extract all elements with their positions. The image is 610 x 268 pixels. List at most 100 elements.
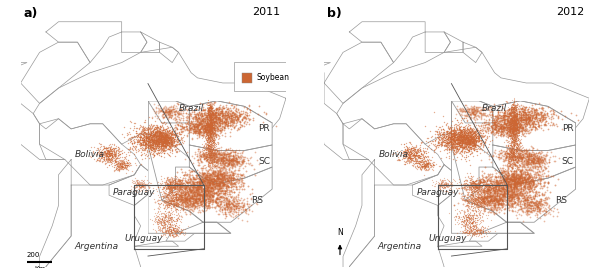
Point [509, 169, 519, 173]
Point [209, 129, 218, 133]
Point [483, 144, 493, 149]
Point [158, 221, 168, 225]
Point [160, 138, 170, 142]
Point [152, 214, 162, 218]
Point [162, 135, 172, 139]
Point [468, 180, 478, 184]
Point [160, 209, 170, 213]
Point [205, 161, 215, 165]
Point [456, 152, 465, 156]
Point [207, 151, 217, 155]
Point [469, 148, 479, 152]
Point [207, 129, 217, 134]
Point [127, 139, 137, 143]
Point [450, 139, 459, 143]
Point [472, 201, 482, 205]
Point [148, 139, 158, 144]
Point [160, 218, 170, 222]
Point [405, 154, 415, 159]
Point [409, 146, 418, 150]
Point [509, 119, 519, 123]
Point [420, 156, 429, 161]
Point [412, 161, 422, 166]
Point [436, 183, 445, 187]
Point [465, 137, 475, 141]
Point [157, 137, 167, 141]
Point [412, 151, 422, 156]
Point [145, 134, 154, 138]
Point [173, 140, 183, 144]
Point [174, 183, 184, 187]
Point [203, 160, 213, 164]
Point [468, 137, 478, 141]
Point [207, 103, 217, 107]
Point [411, 150, 421, 154]
Point [395, 149, 404, 153]
Point [479, 133, 489, 138]
Point [98, 147, 108, 151]
Point [154, 131, 163, 136]
Point [406, 156, 415, 160]
Point [465, 216, 475, 221]
Point [172, 218, 182, 223]
Point [448, 138, 458, 143]
Point [203, 142, 213, 146]
Point [423, 144, 433, 148]
Point [151, 130, 160, 134]
Point [134, 133, 143, 137]
Point [520, 147, 529, 151]
Point [511, 157, 520, 161]
Point [95, 151, 104, 156]
Point [161, 133, 171, 137]
Point [508, 103, 518, 107]
Point [167, 179, 177, 184]
Point [129, 139, 138, 143]
Point [509, 152, 519, 157]
Point [464, 130, 473, 134]
Point [467, 136, 477, 140]
Point [407, 144, 417, 148]
Point [135, 137, 145, 141]
Point [157, 135, 167, 140]
Point [165, 142, 174, 146]
Point [454, 133, 464, 137]
Text: N: N [337, 229, 343, 237]
Point [159, 135, 168, 140]
Point [137, 177, 146, 182]
Point [453, 131, 462, 136]
Point [451, 136, 461, 140]
Point [476, 228, 486, 232]
Point [161, 145, 171, 149]
Point [206, 150, 215, 155]
Point [469, 212, 479, 216]
Point [425, 129, 434, 133]
Point [440, 138, 450, 142]
Point [134, 184, 143, 189]
Point [206, 114, 215, 118]
Point [450, 134, 459, 139]
Point [162, 129, 171, 133]
Point [400, 147, 410, 152]
Point [464, 229, 473, 233]
Point [436, 136, 445, 140]
Point [459, 180, 469, 185]
Point [470, 196, 480, 200]
Point [152, 133, 162, 137]
Point [509, 119, 518, 123]
Point [509, 124, 519, 129]
Point [152, 201, 162, 205]
Point [484, 192, 494, 196]
Point [509, 171, 518, 175]
Point [512, 125, 522, 129]
Point [161, 133, 171, 137]
Point [146, 140, 156, 144]
Text: 2011: 2011 [253, 7, 281, 17]
Point [515, 163, 525, 168]
Point [151, 137, 161, 141]
Point [468, 135, 478, 139]
Point [146, 131, 156, 135]
Point [454, 136, 464, 141]
Point [134, 148, 143, 152]
Point [99, 145, 109, 150]
Point [509, 125, 518, 129]
